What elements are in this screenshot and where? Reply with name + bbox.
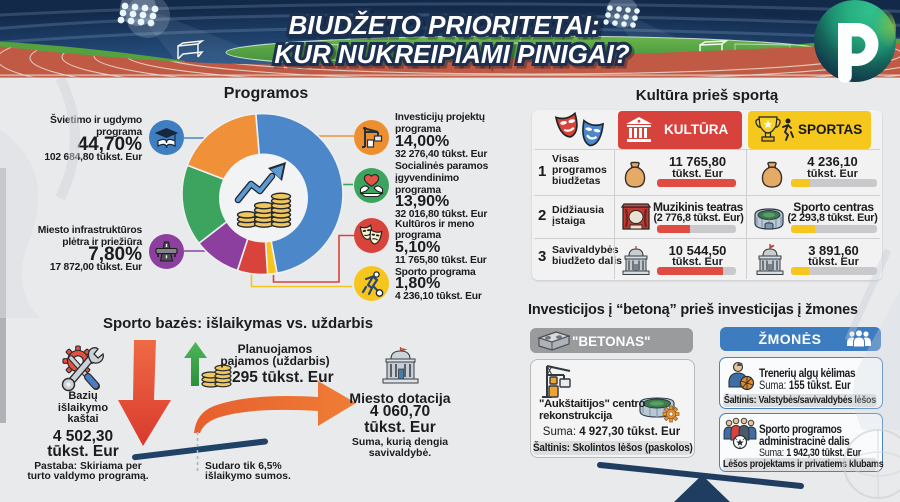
svg-text:KUR NUKREIPIAMI PINIGAI?: KUR NUKREIPIAMI PINIGAI? [274,39,629,69]
svg-text:BIUDŽETO PRIORITETAI:: BIUDŽETO PRIORITETAI: [288,10,599,40]
svg-text:KUR NUKREIPIAMI PINIGAI?: KUR NUKREIPIAMI PINIGAI? [277,42,632,72]
svg-text:BIUDŽETO PRIORITETAI:: BIUDŽETO PRIORITETAI: [291,13,602,43]
